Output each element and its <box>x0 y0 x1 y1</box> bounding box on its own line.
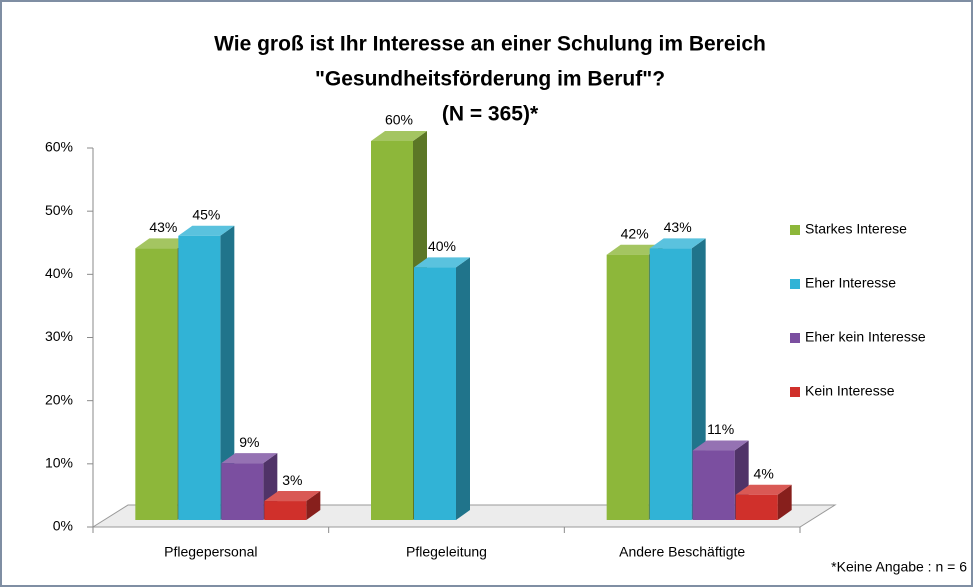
bar-front <box>264 501 307 520</box>
bar <box>178 225 235 520</box>
legend-swatch <box>790 279 800 289</box>
legend-swatch <box>790 387 800 397</box>
chart-title: Wie groß ist Ihr Interesse an einer Schu… <box>214 33 766 56</box>
value-label: 9% <box>239 434 259 450</box>
bar-top <box>135 238 192 249</box>
bar-side <box>220 225 235 520</box>
bar-front <box>649 248 692 520</box>
y-tick-label: 50% <box>45 202 73 218</box>
chart-title: "Gesundheitsförderung im Beruf"? <box>315 68 665 91</box>
x-tick-label: Pflegepersonal <box>164 544 257 560</box>
value-label: 42% <box>621 225 649 241</box>
legend-label: Starkes Interese <box>805 221 907 237</box>
legend-swatch <box>790 225 800 235</box>
bar-top <box>178 225 235 236</box>
value-label: 11% <box>707 421 734 437</box>
bar-side <box>456 257 470 520</box>
bar-top <box>606 244 663 255</box>
value-label: 43% <box>664 219 692 235</box>
y-tick-label: 40% <box>45 265 73 281</box>
y-tick-label: 10% <box>45 455 73 471</box>
y-tick-label: 0% <box>53 518 73 534</box>
bar-top <box>414 257 470 268</box>
legend-swatch <box>790 333 800 343</box>
bar <box>735 484 792 520</box>
value-label: 3% <box>282 472 302 488</box>
value-label: 40% <box>428 238 456 254</box>
footnote: *Keine Angabe : n = 6 <box>831 559 967 575</box>
bar-front <box>221 463 264 520</box>
bar-top <box>264 491 321 502</box>
bar <box>264 491 321 520</box>
y-tick-label: 30% <box>45 328 73 344</box>
bar-front <box>135 248 178 520</box>
bar-front <box>606 254 649 520</box>
bar-top <box>221 453 278 464</box>
bar-top <box>735 484 792 495</box>
value-label: 4% <box>754 465 774 481</box>
value-label: 45% <box>192 206 220 222</box>
y-tick-label: 20% <box>45 391 73 407</box>
bar-front <box>692 450 735 520</box>
bar-side <box>777 484 792 520</box>
bar-front <box>371 141 413 520</box>
bar-side <box>306 491 321 520</box>
legend-label: Eher kein Interesse <box>805 329 926 345</box>
bar-top <box>371 131 427 141</box>
bar-top <box>692 440 749 451</box>
x-tick-label: Pflegeleitung <box>406 544 487 560</box>
value-label: 43% <box>149 219 177 235</box>
bar-top <box>649 238 706 249</box>
bar-front <box>414 267 456 520</box>
value-label: 60% <box>385 112 413 128</box>
bar <box>414 257 470 520</box>
legend-label: Kein Interesse <box>805 383 895 399</box>
legend-label: Eher Interesse <box>805 275 896 291</box>
chart-title: (N = 365)* <box>442 103 539 126</box>
y-tick-label: 60% <box>45 139 73 155</box>
bar-front <box>178 235 221 520</box>
bar-front <box>735 494 778 520</box>
x-tick-label: Andere Beschäftigte <box>619 544 745 560</box>
